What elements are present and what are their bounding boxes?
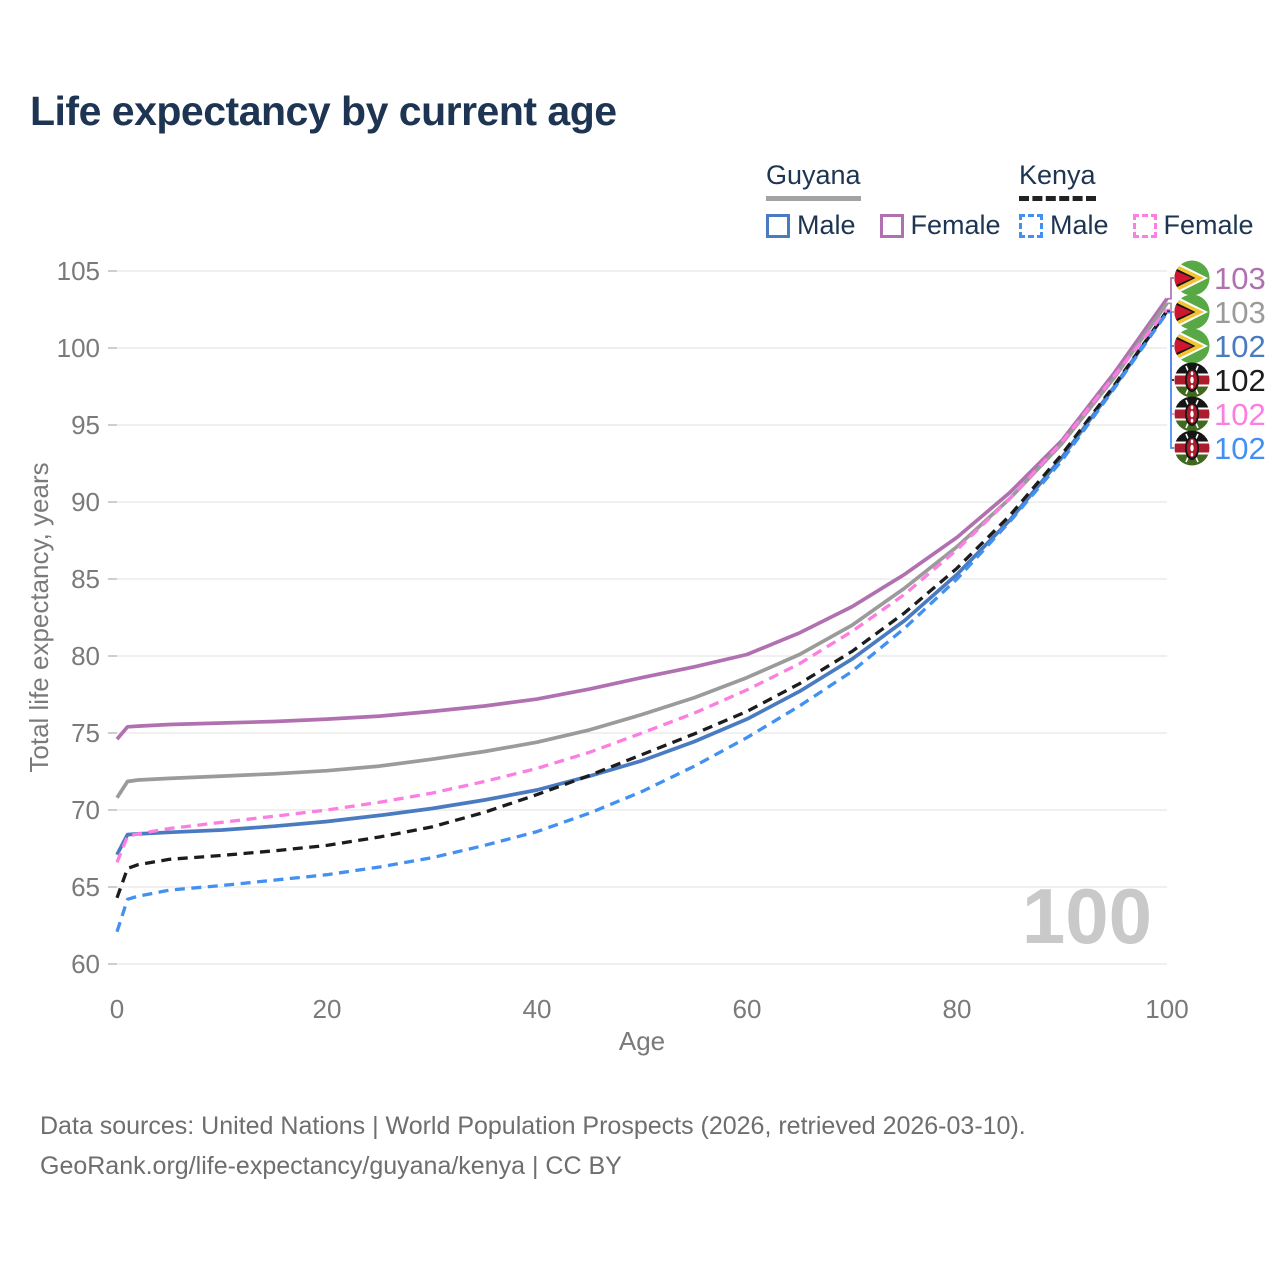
end-label-connector: [1167, 302, 1174, 313]
x-tick-label: 0: [110, 994, 124, 1024]
y-axis-title: Total life expectancy, years: [24, 462, 54, 772]
series-line-guyana-both[interactable]: [115, 302, 1169, 799]
attribution-text: GeoRank.org/life-expectancy/guyana/kenya…: [40, 1152, 622, 1180]
y-tick-label: 90: [71, 487, 100, 517]
end-label-connector: [1167, 311, 1174, 449]
x-tick-label: 20: [313, 994, 342, 1024]
end-label-connector: [1167, 277, 1174, 300]
x-tick-label: 40: [523, 994, 552, 1024]
footer: Data sources: United Nations | World Pop…: [40, 1106, 1026, 1186]
legend-group-kenya: Kenya Male Female: [1019, 160, 1254, 241]
flag-icon-guyana: [1174, 328, 1210, 364]
end-value-label: 102: [1214, 431, 1266, 466]
series-line-kenya-female[interactable]: [115, 308, 1169, 864]
y-tick-label: 75: [71, 718, 100, 748]
y-tick-label: 80: [71, 641, 100, 671]
series-line-kenya-male[interactable]: [115, 311, 1169, 933]
end-value-label: 102: [1214, 363, 1266, 398]
legend-item-label: Female: [910, 210, 1001, 240]
y-tick-label: 100: [57, 333, 100, 363]
legend-item-kenya-male[interactable]: Male: [1019, 210, 1109, 241]
y-tick-label: 70: [71, 795, 100, 825]
flag-icon-guyana: [1174, 294, 1210, 330]
flag-icon-guyana: [1174, 260, 1210, 296]
guyana-male-swatch-icon: [766, 213, 790, 238]
data-sources-text: Data sources: United Nations | World Pop…: [40, 1112, 1026, 1140]
legend-country-guyana: Guyana: [766, 160, 861, 201]
y-tick-label: 105: [57, 256, 100, 286]
flag-icon-kenya: [1174, 396, 1210, 432]
legend-item-label: Male: [1050, 210, 1109, 240]
x-tick-label: 80: [943, 994, 972, 1024]
y-tick-label: 85: [71, 564, 100, 594]
guyana-female-swatch-icon: [879, 213, 904, 238]
series-line-guyana-female[interactable]: [115, 297, 1169, 741]
legend-item-label: Female: [1163, 210, 1254, 240]
legend-item-kenya-female[interactable]: Female: [1132, 210, 1254, 241]
legend-item-guyana-female[interactable]: Female: [879, 210, 1001, 241]
end-value-label: 103: [1214, 261, 1266, 296]
y-tick-label: 65: [71, 872, 100, 902]
kenya-female-swatch-icon: [1132, 213, 1157, 238]
flag-icon-kenya: [1174, 362, 1210, 398]
x-tick-label: 100: [1145, 994, 1188, 1024]
watermark-100: 100: [1022, 872, 1152, 960]
end-value-label: 102: [1214, 329, 1266, 364]
kenya-male-swatch-icon: [1019, 213, 1043, 238]
series-line-kenya-both[interactable]: [115, 310, 1169, 899]
y-tick-label: 60: [71, 949, 100, 979]
flag-icon-kenya: [1174, 430, 1210, 466]
legend-item-guyana-male[interactable]: Male: [766, 210, 856, 241]
legend: Guyana Male Female Kenya Male: [0, 160, 1280, 250]
legend-item-label: Male: [797, 210, 856, 240]
x-axis-title: Age: [619, 1026, 665, 1056]
legend-country-kenya: Kenya: [1019, 160, 1096, 201]
x-tick-label: 60: [733, 994, 762, 1024]
page-title: Life expectancy by current age: [30, 88, 617, 134]
legend-group-guyana: Guyana Male Female: [766, 160, 1001, 241]
end-value-label: 102: [1214, 397, 1266, 432]
y-tick-label: 95: [71, 410, 100, 440]
end-value-label: 103: [1214, 295, 1266, 330]
